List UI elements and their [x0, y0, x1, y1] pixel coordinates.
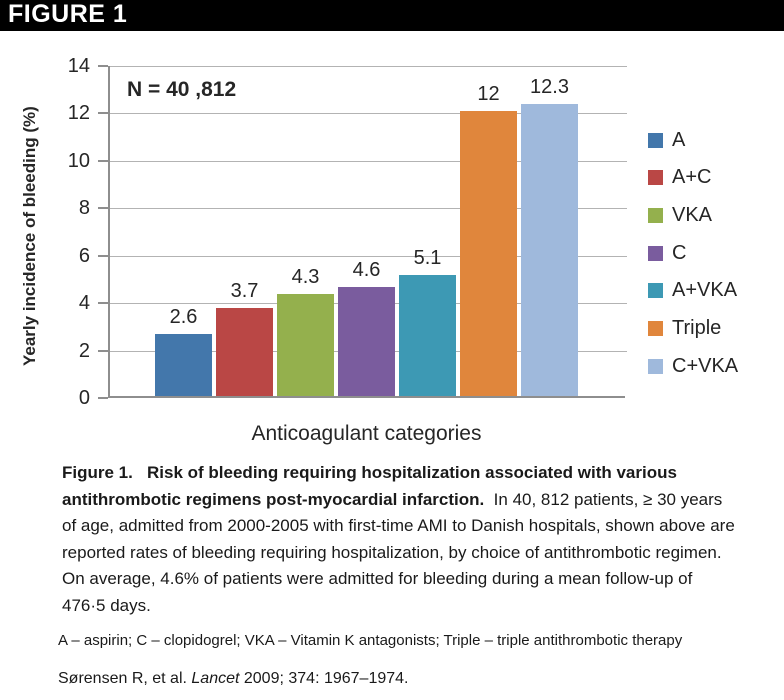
- bar-value-label-A+C: 3.7: [230, 280, 259, 303]
- abbreviations-footnote: A – aspirin; C – clopidogrel; VKA – Vita…: [58, 632, 683, 649]
- figure-caption: Figure 1. Risk of bleeding requiring hos…: [62, 460, 740, 619]
- legend-label: C: [672, 241, 687, 264]
- citation-journal: Lancet: [191, 670, 240, 687]
- y-tick-label-14: 14: [67, 55, 90, 77]
- legend-swatch-icon: [648, 207, 663, 223]
- citation-details: 2009; 374: 1967–1974.: [239, 670, 409, 687]
- y-tick-label-8: 8: [78, 197, 90, 220]
- figure-banner: FIGURE 1: [0, 0, 784, 31]
- y-tick-label-12: 12: [67, 102, 90, 125]
- bar-VKA: [277, 294, 334, 396]
- figure-caption-title: Figure 1. Risk of bleeding requiring hos…: [62, 463, 682, 509]
- y-axis-title: Yearly incidence of bleeding (%): [20, 106, 39, 366]
- bar-value-label-A+VKA: 5.1: [413, 247, 442, 270]
- y-tick-mark-4: [98, 302, 108, 305]
- y-tick-mark-8: [98, 207, 108, 210]
- gridline-y14: [110, 66, 627, 67]
- legend-item-VKA: VKA: [648, 201, 712, 229]
- legend-label: Triple: [672, 317, 722, 339]
- bar-value-label-A: 2.6: [169, 306, 198, 329]
- legend-item-Triple: Triple: [648, 315, 721, 343]
- y-tick-mark-12: [98, 112, 108, 115]
- gridline-y10: [110, 160, 627, 162]
- bar-value-label-VKA: 4.3: [291, 266, 320, 289]
- y-tick-mark-0: [98, 397, 108, 399]
- legend-swatch-icon: [648, 358, 663, 374]
- bar-Triple: [460, 111, 517, 396]
- legend-swatch-icon: [648, 283, 663, 299]
- y-tick-mark-2: [98, 349, 108, 352]
- legend-label: A+C: [672, 166, 712, 189]
- gridline-y12: [110, 113, 627, 115]
- legend-item-C: C: [648, 239, 686, 267]
- legend-label: C+VKA: [672, 354, 739, 377]
- citation-authors: Sørensen R, et al.: [58, 670, 192, 687]
- bar-value-label-C: 4.6: [352, 258, 381, 281]
- y-tick-mark-6: [98, 254, 108, 257]
- legend-swatch-icon: [648, 170, 663, 186]
- legend-item-A: A: [648, 126, 685, 154]
- bar-value-label-C+VKA: 12.3: [530, 76, 569, 99]
- gridline-y6: [110, 255, 627, 257]
- y-tick-label-10: 10: [67, 149, 90, 172]
- bar-A+VKA: [399, 275, 456, 396]
- figure-banner-label: FIGURE 1: [8, 0, 128, 28]
- legend-label: VKA: [672, 203, 713, 226]
- legend-item-A+C: A+C: [648, 164, 711, 192]
- y-tick-mark-10: [98, 159, 108, 162]
- legend-item-A+VKA: A+VKA: [648, 277, 737, 305]
- legend-swatch-icon: [648, 132, 663, 148]
- legend-swatch-icon: [648, 321, 663, 336]
- y-tick-label-6: 6: [78, 244, 90, 267]
- legend-item-C+VKA: C+VKA: [648, 352, 738, 380]
- bar-C: [338, 286, 395, 396]
- legend-label: A: [672, 128, 686, 151]
- bar-chart: Yearly incidence of bleeding (%) 0 2 4 6 8 10…: [0, 31, 784, 455]
- y-tick-label-4: 4: [78, 292, 90, 315]
- x-axis-title: Anticoagulant categories: [251, 422, 482, 445]
- y-tick-mark-14: [98, 65, 108, 67]
- bar-C+VKA: [521, 104, 578, 396]
- y-tick-label-0: 0: [78, 387, 90, 409]
- legend-swatch-icon: [648, 245, 663, 261]
- plot-area: 2.6 3.7 4.3 4.6 5.1 12 12.3: [108, 66, 627, 398]
- bar-value-label-Triple: 12: [477, 83, 500, 106]
- bar-A: [155, 334, 212, 396]
- source-citation: Sørensen R, et al. Lancet 2009; 374: 196…: [58, 670, 758, 688]
- sample-size-annotation: N = 40 ,812: [127, 78, 237, 101]
- bar-A+C: [216, 308, 273, 396]
- y-tick-label-2: 2: [78, 339, 90, 362]
- legend-label: A+VKA: [672, 279, 738, 302]
- figure-caption-body: In 40, 812 patients, ≥ 30 years of age, …: [62, 489, 740, 615]
- gridline-y8: [110, 208, 627, 210]
